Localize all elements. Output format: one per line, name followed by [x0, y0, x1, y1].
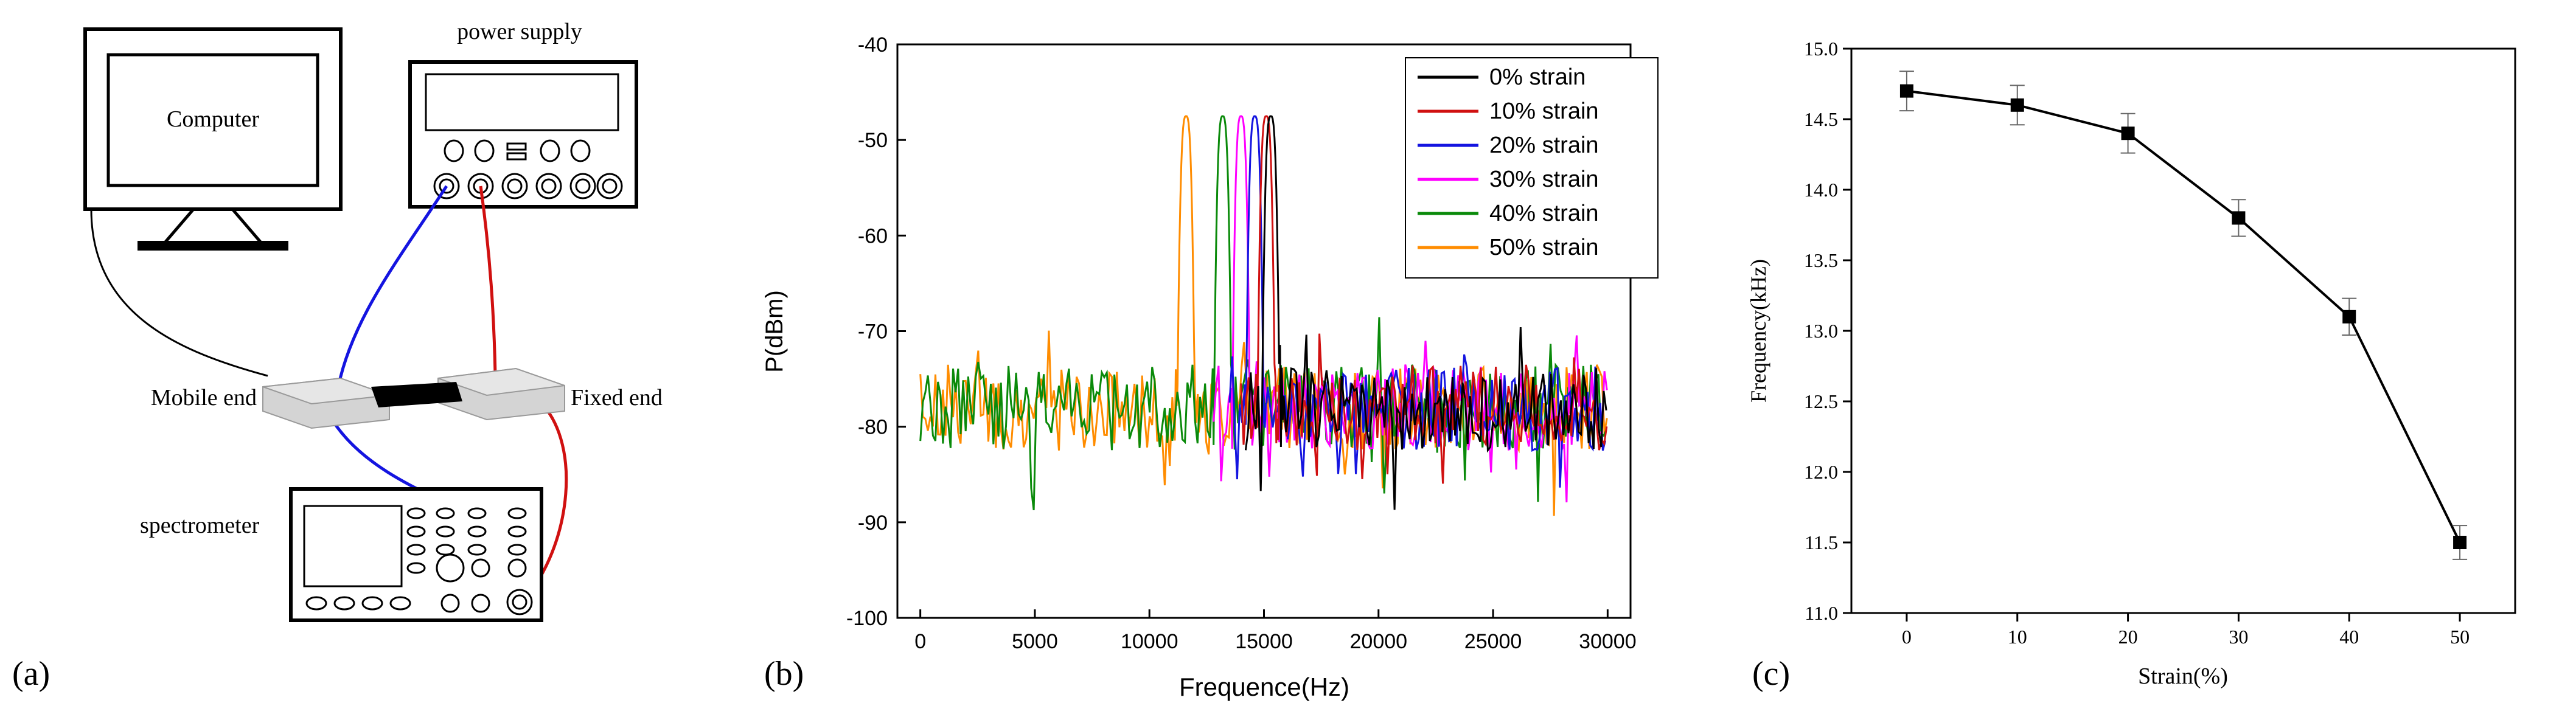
y-tick-label: 14.5 — [1804, 108, 1838, 130]
x-tick-label: 15000 — [1235, 630, 1293, 653]
series-line — [1228, 115, 1607, 488]
x-tick-label: 0 — [1902, 626, 1912, 648]
y-tick-label: -40 — [858, 33, 888, 57]
data-point — [2342, 310, 2356, 324]
frequency-strain-chart: 0 10 20 30 40 50 11.0 11.5 12.0 12.5 13.0 13.5 14.0 1… — [1746, 38, 2516, 693]
legend-label: 20% strain — [1489, 133, 1599, 158]
legend-label: 10% strain — [1489, 99, 1599, 124]
y-axis-label: P(dBm) — [761, 290, 788, 373]
y-tick-label: 13.0 — [1804, 320, 1838, 342]
computer-label: Computer — [167, 106, 259, 132]
power-supply-knob — [474, 139, 495, 162]
power-supply-knob — [540, 139, 560, 162]
power-supply-switch — [506, 152, 527, 161]
y-tick-label: 12.0 — [1804, 461, 1838, 483]
x-tick-label: 10000 — [1121, 630, 1178, 653]
panel-c-label: (c) — [1752, 655, 1790, 693]
power-supply-display — [425, 73, 619, 131]
data-point — [2010, 98, 2024, 112]
spectrometer-screen — [303, 505, 403, 587]
y-tick-label: -50 — [858, 129, 888, 152]
panel-a-label: (a) — [12, 655, 50, 693]
spectrometer-buttons — [305, 507, 533, 615]
y-tick-label: -100 — [846, 607, 888, 630]
y-tick-label: -60 — [858, 224, 888, 248]
y-tick-label: -70 — [858, 320, 888, 344]
power-supply-knob — [570, 139, 591, 162]
x-tick-label: 20000 — [1350, 630, 1408, 653]
legend-label: 50% strain — [1489, 235, 1599, 260]
y-tick-label: -80 — [858, 416, 888, 439]
y-tick-label: 13.5 — [1804, 249, 1838, 271]
fixed-end-top — [437, 367, 565, 397]
legend-label: 40% strain — [1489, 201, 1599, 226]
data-point — [2121, 126, 2135, 140]
x-axis-label: Frequence(Hz) — [1179, 673, 1349, 701]
series-line — [1906, 89, 2461, 543]
x-tick-label: 25000 — [1464, 630, 1522, 653]
data-point — [2232, 211, 2246, 225]
y-tick-label: 15.0 — [1804, 38, 1838, 60]
x-tick-label: 20 — [2118, 626, 2138, 648]
legend-label: 0% strain — [1489, 64, 1586, 90]
x-tick-label: 30 — [2229, 626, 2248, 648]
fixed-end-label: Fixed end — [571, 385, 663, 410]
setup-diagram: Computer power supply — [12, 19, 663, 693]
y-axis-label: Frequency(kHz) — [1746, 259, 1770, 403]
x-tick-label: 50 — [2450, 626, 2470, 648]
legend-label: 30% strain — [1489, 167, 1599, 192]
x-tick-label: 5000 — [1012, 630, 1058, 653]
data-point — [1899, 84, 1913, 98]
monitor-stand-right — [231, 208, 263, 244]
red-wire-top — [479, 185, 497, 375]
data-point — [2453, 536, 2467, 549]
power-supply-label: power supply — [457, 19, 582, 44]
computer-screen — [106, 53, 319, 187]
x-tick-label: 40 — [2339, 626, 2359, 648]
x-tick-label: 0 — [914, 630, 926, 653]
x-tick-label: 30000 — [1579, 630, 1637, 653]
mobile-end-label: Mobile end — [151, 385, 257, 410]
panel-b-label: (b) — [764, 655, 804, 693]
x-axis-label: Strain(%) — [2138, 663, 2228, 689]
spectrum-chart: 0 5000 10000 15000 20000 25000 30000 -100 -90 -80… — [761, 33, 1659, 701]
legend-box — [1405, 57, 1659, 279]
x-tick-label: 10 — [2008, 626, 2027, 648]
series-line — [1244, 115, 1607, 510]
computer-cable — [90, 209, 268, 377]
y-tick-label: 11.0 — [1805, 602, 1838, 624]
spectrometer-label: spectrometer — [140, 513, 260, 538]
sample-strip — [371, 382, 462, 407]
plot-frame — [1850, 47, 2516, 614]
y-tick-label: -90 — [858, 511, 888, 535]
y-tick-label: 14.0 — [1804, 179, 1838, 201]
y-tick-label: 12.5 — [1804, 390, 1838, 412]
power-supply-switch — [506, 142, 527, 151]
monitor-stand-left — [163, 208, 195, 244]
monitor-base — [138, 241, 288, 251]
y-tick-label: 11.5 — [1805, 532, 1838, 553]
power-supply-knob — [444, 139, 464, 162]
blue-wire-top — [336, 185, 448, 387]
